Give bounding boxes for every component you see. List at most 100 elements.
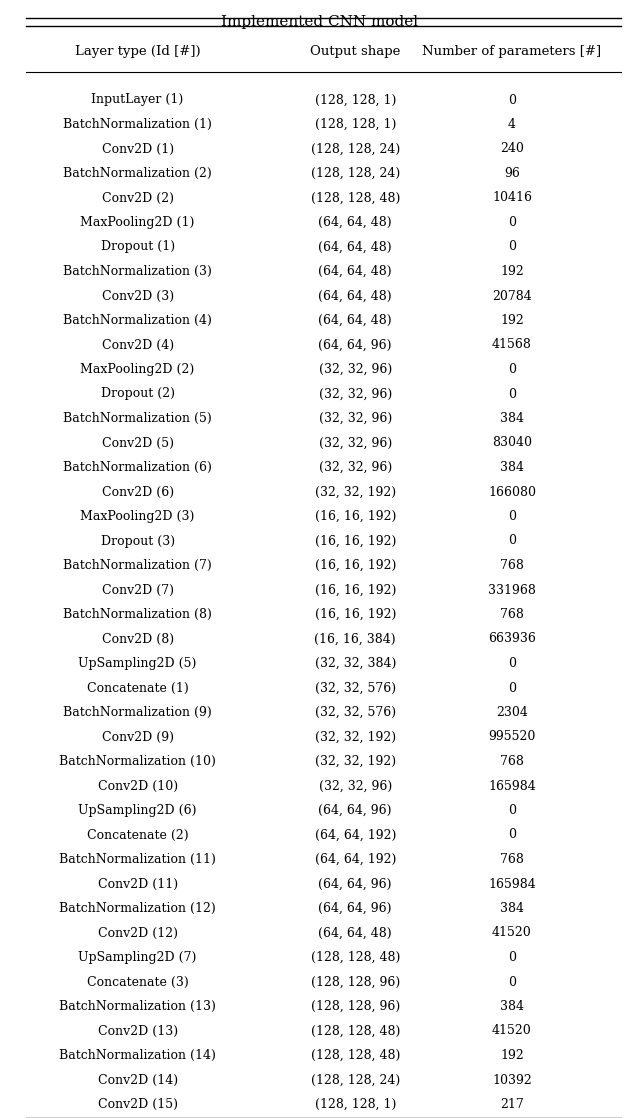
Text: Conv2D (2): Conv2D (2): [102, 191, 173, 205]
Text: 41520: 41520: [492, 927, 532, 939]
Text: BatchNormalization (8): BatchNormalization (8): [63, 608, 212, 620]
Text: (64, 64, 48): (64, 64, 48): [318, 240, 392, 254]
Text: BatchNormalization (1): BatchNormalization (1): [63, 119, 212, 131]
Text: 165984: 165984: [488, 779, 536, 793]
Text: 384: 384: [500, 461, 524, 474]
Text: 663936: 663936: [488, 633, 536, 645]
Text: 0: 0: [508, 534, 516, 548]
Text: 768: 768: [500, 755, 524, 768]
Text: (16, 16, 192): (16, 16, 192): [314, 559, 396, 572]
Text: 10416: 10416: [492, 191, 532, 205]
Text: Conv2D (1): Conv2D (1): [102, 142, 173, 155]
Text: 192: 192: [500, 1049, 524, 1062]
Text: BatchNormalization (10): BatchNormalization (10): [59, 755, 216, 768]
Text: 0: 0: [508, 828, 516, 842]
Text: (32, 32, 96): (32, 32, 96): [319, 461, 392, 474]
Text: 166080: 166080: [488, 485, 536, 499]
Text: Conv2D (7): Conv2D (7): [102, 584, 173, 597]
Text: 0: 0: [508, 976, 516, 988]
Text: (32, 32, 192): (32, 32, 192): [315, 485, 396, 499]
Text: Conv2D (15): Conv2D (15): [97, 1098, 178, 1111]
Text: 384: 384: [500, 413, 524, 425]
Text: (16, 16, 384): (16, 16, 384): [314, 633, 396, 645]
Text: (128, 128, 48): (128, 128, 48): [310, 951, 400, 964]
Text: 384: 384: [500, 902, 524, 915]
Text: Conv2D (6): Conv2D (6): [102, 485, 173, 499]
Text: BatchNormalization (14): BatchNormalization (14): [59, 1049, 216, 1062]
Text: Conv2D (12): Conv2D (12): [97, 927, 178, 939]
Text: BatchNormalization (6): BatchNormalization (6): [63, 461, 212, 474]
Text: Conv2D (5): Conv2D (5): [102, 436, 173, 449]
Text: UpSampling2D (5): UpSampling2D (5): [79, 657, 196, 670]
Text: 192: 192: [500, 314, 524, 326]
Text: BatchNormalization (4): BatchNormalization (4): [63, 314, 212, 326]
Text: (32, 32, 96): (32, 32, 96): [319, 363, 392, 376]
Text: (128, 128, 48): (128, 128, 48): [310, 1049, 400, 1062]
Text: Number of parameters [#]: Number of parameters [#]: [422, 46, 602, 58]
Text: MaxPooling2D (3): MaxPooling2D (3): [81, 510, 195, 523]
Text: 0: 0: [508, 388, 516, 400]
Text: 10392: 10392: [492, 1073, 532, 1087]
Text: 0: 0: [508, 804, 516, 817]
Text: Concatenate (3): Concatenate (3): [87, 976, 188, 988]
Text: (128, 128, 48): (128, 128, 48): [310, 1024, 400, 1038]
Text: Conv2D (11): Conv2D (11): [97, 878, 178, 891]
Text: 41568: 41568: [492, 339, 532, 351]
Text: 768: 768: [500, 608, 524, 620]
Text: Layer type (Id [#]): Layer type (Id [#]): [75, 46, 200, 58]
Text: Conv2D (13): Conv2D (13): [97, 1024, 178, 1038]
Text: BatchNormalization (2): BatchNormalization (2): [63, 167, 212, 180]
Text: (32, 32, 96): (32, 32, 96): [319, 779, 392, 793]
Text: Conv2D (3): Conv2D (3): [102, 290, 173, 303]
Text: UpSampling2D (6): UpSampling2D (6): [78, 804, 197, 817]
Text: (32, 32, 96): (32, 32, 96): [319, 388, 392, 400]
Text: Concatenate (2): Concatenate (2): [87, 828, 188, 842]
Text: BatchNormalization (11): BatchNormalization (11): [59, 853, 216, 866]
Text: BatchNormalization (5): BatchNormalization (5): [63, 413, 212, 425]
Text: (128, 128, 24): (128, 128, 24): [310, 167, 400, 180]
Text: (128, 128, 96): (128, 128, 96): [310, 999, 400, 1013]
Text: 331968: 331968: [488, 584, 536, 597]
Text: (16, 16, 192): (16, 16, 192): [314, 510, 396, 523]
Text: BatchNormalization (9): BatchNormalization (9): [63, 705, 212, 719]
Text: Conv2D (8): Conv2D (8): [102, 633, 173, 645]
Text: (32, 32, 192): (32, 32, 192): [315, 755, 396, 768]
Text: MaxPooling2D (1): MaxPooling2D (1): [81, 216, 195, 229]
Text: 165984: 165984: [488, 878, 536, 891]
Text: (64, 64, 48): (64, 64, 48): [318, 314, 392, 326]
Text: 96: 96: [504, 167, 520, 180]
Text: 995520: 995520: [488, 730, 536, 743]
Text: 4: 4: [508, 119, 516, 131]
Text: (16, 16, 192): (16, 16, 192): [314, 534, 396, 548]
Text: 217: 217: [500, 1098, 524, 1111]
Text: 0: 0: [508, 951, 516, 964]
Text: 0: 0: [508, 216, 516, 229]
Text: (64, 64, 96): (64, 64, 96): [319, 902, 392, 915]
Text: Implemented CNN model: Implemented CNN model: [221, 15, 419, 29]
Text: 384: 384: [500, 999, 524, 1013]
Text: Output shape: Output shape: [310, 46, 401, 58]
Text: Conv2D (14): Conv2D (14): [97, 1073, 178, 1087]
Text: MaxPooling2D (2): MaxPooling2D (2): [81, 363, 195, 376]
Text: (64, 64, 48): (64, 64, 48): [318, 216, 392, 229]
Text: 192: 192: [500, 265, 524, 278]
Text: (16, 16, 192): (16, 16, 192): [314, 584, 396, 597]
Text: (128, 128, 1): (128, 128, 1): [314, 1098, 396, 1111]
Text: Concatenate (1): Concatenate (1): [87, 682, 188, 694]
Text: (32, 32, 192): (32, 32, 192): [315, 730, 396, 743]
Text: 20784: 20784: [492, 290, 532, 303]
Text: 0: 0: [508, 682, 516, 694]
Text: 0: 0: [508, 240, 516, 254]
Text: 0: 0: [508, 510, 516, 523]
Text: Conv2D (10): Conv2D (10): [97, 779, 178, 793]
Text: (64, 64, 96): (64, 64, 96): [319, 878, 392, 891]
Text: Conv2D (9): Conv2D (9): [102, 730, 173, 743]
Text: (128, 128, 24): (128, 128, 24): [310, 142, 400, 155]
Text: (32, 32, 576): (32, 32, 576): [315, 682, 396, 694]
Text: (128, 128, 96): (128, 128, 96): [310, 976, 400, 988]
Text: (64, 64, 48): (64, 64, 48): [318, 290, 392, 303]
Text: (128, 128, 1): (128, 128, 1): [314, 119, 396, 131]
Text: (128, 128, 48): (128, 128, 48): [310, 191, 400, 205]
Text: (64, 64, 96): (64, 64, 96): [319, 804, 392, 817]
Text: (64, 64, 192): (64, 64, 192): [314, 853, 396, 866]
